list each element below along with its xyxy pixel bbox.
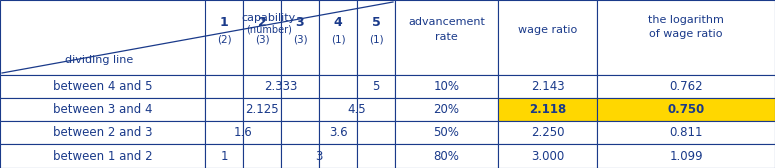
Bar xyxy=(281,75,319,98)
Text: 2: 2 xyxy=(257,15,267,29)
Bar xyxy=(205,75,243,98)
Bar xyxy=(319,121,357,144)
Bar xyxy=(395,75,498,98)
Text: 2.125: 2.125 xyxy=(245,103,279,116)
Text: 2.250: 2.250 xyxy=(531,126,564,139)
Bar xyxy=(498,98,597,121)
Text: 5: 5 xyxy=(372,80,380,93)
Text: (2): (2) xyxy=(217,35,231,45)
Bar xyxy=(243,98,281,121)
Text: 0.811: 0.811 xyxy=(670,126,703,139)
Text: 4: 4 xyxy=(333,15,343,29)
Bar xyxy=(319,144,357,168)
Text: 10%: 10% xyxy=(433,80,460,93)
Text: dividing line: dividing line xyxy=(64,55,133,65)
Bar xyxy=(498,121,597,144)
Text: (3): (3) xyxy=(255,35,270,45)
Bar xyxy=(0,0,395,75)
Text: 3: 3 xyxy=(315,150,322,162)
Text: (3): (3) xyxy=(293,35,308,45)
Bar xyxy=(0,121,205,144)
Text: 1.099: 1.099 xyxy=(669,150,703,162)
Text: the logarithm: the logarithm xyxy=(648,15,724,25)
Bar xyxy=(395,144,498,168)
Text: (number): (number) xyxy=(246,25,291,35)
Text: 5: 5 xyxy=(372,15,381,29)
Bar xyxy=(319,0,357,75)
Bar xyxy=(498,144,597,168)
Bar xyxy=(205,0,243,75)
Bar xyxy=(243,0,281,75)
Bar xyxy=(395,98,498,121)
Bar xyxy=(357,0,395,75)
Bar xyxy=(597,121,775,144)
Text: capability: capability xyxy=(242,13,296,23)
Text: between 3 and 4: between 3 and 4 xyxy=(53,103,152,116)
Bar xyxy=(243,144,281,168)
Bar xyxy=(281,121,319,144)
Text: between 2 and 3: between 2 and 3 xyxy=(53,126,152,139)
Bar xyxy=(597,98,775,121)
Text: 3.000: 3.000 xyxy=(531,150,564,162)
Text: 2.143: 2.143 xyxy=(531,80,564,93)
Bar xyxy=(498,75,597,98)
Bar xyxy=(597,0,775,75)
Bar xyxy=(281,144,319,168)
Text: between 1 and 2: between 1 and 2 xyxy=(53,150,153,162)
Text: 50%: 50% xyxy=(433,126,460,139)
Bar xyxy=(319,75,357,98)
Bar xyxy=(0,98,205,121)
Bar xyxy=(0,144,205,168)
Text: 1: 1 xyxy=(219,15,229,29)
Text: 80%: 80% xyxy=(433,150,460,162)
Bar xyxy=(597,144,775,168)
Bar xyxy=(357,121,395,144)
Bar xyxy=(357,144,395,168)
Text: advancement: advancement xyxy=(408,17,485,27)
Text: 1: 1 xyxy=(220,150,228,162)
Text: (1): (1) xyxy=(369,35,384,45)
Bar xyxy=(498,0,597,75)
Bar xyxy=(395,121,498,144)
Text: (1): (1) xyxy=(331,35,346,45)
Text: 0.750: 0.750 xyxy=(667,103,704,116)
Bar xyxy=(243,121,281,144)
Bar xyxy=(281,98,319,121)
Text: of wage ratio: of wage ratio xyxy=(649,29,723,39)
Bar xyxy=(357,75,395,98)
Bar xyxy=(395,0,498,75)
Text: 1.6: 1.6 xyxy=(233,126,253,139)
Text: between 4 and 5: between 4 and 5 xyxy=(53,80,152,93)
Bar xyxy=(281,0,319,75)
Text: 20%: 20% xyxy=(433,103,460,116)
Bar xyxy=(243,75,281,98)
Text: 4.5: 4.5 xyxy=(348,103,367,116)
Bar xyxy=(319,98,357,121)
Bar xyxy=(597,75,775,98)
Bar xyxy=(205,98,243,121)
Bar xyxy=(357,98,395,121)
Text: 2.333: 2.333 xyxy=(264,80,298,93)
Bar xyxy=(205,144,243,168)
Text: 3.6: 3.6 xyxy=(329,126,347,139)
Text: 3: 3 xyxy=(296,15,305,29)
Bar xyxy=(0,75,205,98)
Text: wage ratio: wage ratio xyxy=(518,25,577,35)
Text: 0.762: 0.762 xyxy=(669,80,703,93)
Bar xyxy=(205,121,243,144)
Text: 2.118: 2.118 xyxy=(529,103,566,116)
Text: rate: rate xyxy=(435,32,458,42)
